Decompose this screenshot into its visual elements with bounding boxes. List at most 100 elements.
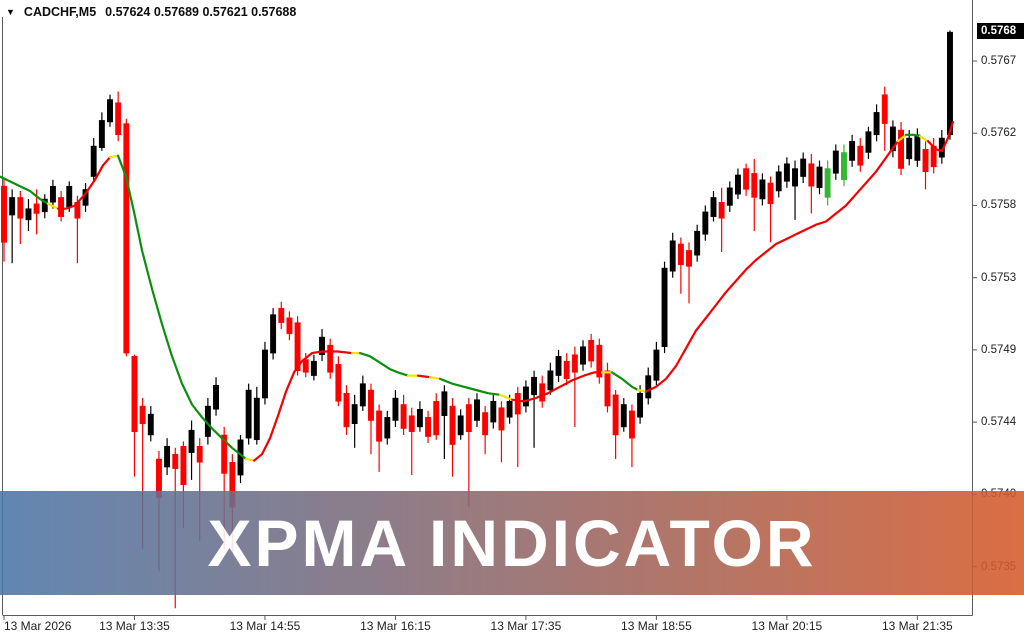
candle-body — [628, 410, 635, 439]
candle-body — [384, 417, 391, 439]
symbol-dropdown-icon[interactable]: ▼ — [6, 6, 15, 17]
symbol-timeframe-label: CADCHF,M5 — [23, 5, 97, 19]
candle-body — [653, 349, 660, 381]
candle-body — [539, 383, 546, 402]
candle-body — [107, 99, 113, 123]
candle-body — [824, 168, 831, 198]
candle-body — [319, 336, 325, 355]
candle-body — [9, 197, 16, 216]
xpma-line-up — [644, 140, 900, 393]
candle-body — [743, 168, 750, 190]
xpma-line-flat — [896, 133, 908, 143]
candle-body — [270, 314, 277, 354]
candle-body — [881, 94, 888, 124]
candle-body — [841, 152, 847, 181]
candle-body — [25, 208, 32, 221]
xpma-line-flat — [244, 457, 256, 462]
candle-body — [147, 413, 154, 436]
candle-body — [531, 376, 538, 396]
candle-body — [596, 344, 603, 378]
time-tick-label: 13 Mar 21:35 — [882, 619, 953, 633]
candle-body — [645, 375, 652, 399]
candle-body — [694, 230, 701, 256]
candle-body — [947, 31, 953, 136]
candle-body — [514, 392, 521, 415]
time-tick-label: 13 Mar 2026 — [4, 619, 72, 633]
candle-body — [164, 445, 171, 468]
candle-body — [482, 412, 489, 436]
candle-body — [506, 401, 513, 418]
candle-body — [172, 453, 179, 469]
candle-body — [310, 360, 317, 376]
candle-body — [408, 415, 415, 433]
candle-body — [294, 322, 301, 372]
xpma-line-down — [0, 175, 50, 205]
candle-body — [278, 307, 285, 323]
xpma-line-flat — [428, 376, 442, 380]
xpma-line-down — [358, 352, 410, 377]
candle-body — [351, 404, 358, 424]
candle-body — [857, 145, 864, 166]
candle-body — [808, 163, 815, 187]
candle-body — [196, 445, 203, 463]
xpma-line-down — [438, 377, 502, 396]
candle-body — [710, 197, 717, 217]
candle-body — [245, 389, 252, 439]
candle-body — [563, 360, 570, 380]
candle-body — [1, 185, 7, 243]
candle-body — [571, 354, 578, 373]
candle-body — [718, 201, 725, 219]
candle-body — [58, 197, 65, 217]
candle-body — [90, 145, 97, 177]
price-tick-label: 0.5758 — [981, 199, 1017, 212]
time-tick-label: 13 Mar 13:35 — [99, 619, 170, 633]
xpma-line-flat — [108, 154, 120, 159]
candle-body — [490, 401, 497, 423]
candle-body — [457, 415, 464, 436]
time-tick-label: 13 Mar 14:55 — [229, 619, 301, 633]
candle-body — [522, 386, 529, 407]
candle-body — [41, 198, 48, 213]
candle-body — [555, 356, 562, 376]
candle-body — [612, 394, 619, 436]
candle-body — [792, 168, 798, 187]
price-tick-label: 0.5744 — [981, 416, 1017, 429]
candle-body — [302, 359, 309, 373]
candle-body — [620, 404, 627, 428]
candle-body — [637, 392, 644, 418]
candle-body — [368, 389, 374, 421]
candle-body — [400, 404, 407, 429]
time-tick-label: 13 Mar 17:35 — [490, 619, 562, 633]
chart-ohlc-header: ▼ CADCHF,M5 0.57624 0.57689 0.57621 0.57… — [6, 5, 296, 19]
candle-body — [849, 141, 856, 161]
candle-body — [898, 129, 904, 169]
candle-body — [98, 120, 105, 148]
candle-body — [131, 356, 138, 433]
candle-body — [677, 243, 684, 266]
candle-body — [433, 401, 440, 436]
xpma-line-flat — [918, 135, 930, 143]
candle-body — [547, 370, 554, 391]
xpma-line-down — [610, 371, 640, 392]
xpma-line-flat — [498, 393, 514, 401]
candle-body — [751, 173, 758, 198]
xpma-line-down — [116, 154, 248, 461]
candle-body — [343, 392, 350, 428]
candle-body — [498, 407, 505, 431]
current-price-tag: 0.5768 — [977, 23, 1024, 40]
xpma-line-up — [252, 350, 354, 462]
ohlc-values: 0.57624 0.57689 0.57621 0.57688 — [105, 5, 297, 19]
candle-body — [775, 171, 782, 192]
time-tick-label: 13 Mar 18:55 — [621, 619, 692, 633]
candle-body — [702, 211, 709, 235]
xpma-line-up — [510, 371, 604, 403]
candle-body — [783, 163, 790, 182]
candle-body — [604, 370, 611, 407]
candle-body — [735, 174, 741, 195]
candle-body — [906, 137, 913, 160]
candle-body — [767, 182, 774, 205]
time-tick-label: 13 Mar 16:15 — [360, 619, 431, 633]
candle-body — [816, 166, 823, 189]
candle-body — [188, 429, 195, 453]
